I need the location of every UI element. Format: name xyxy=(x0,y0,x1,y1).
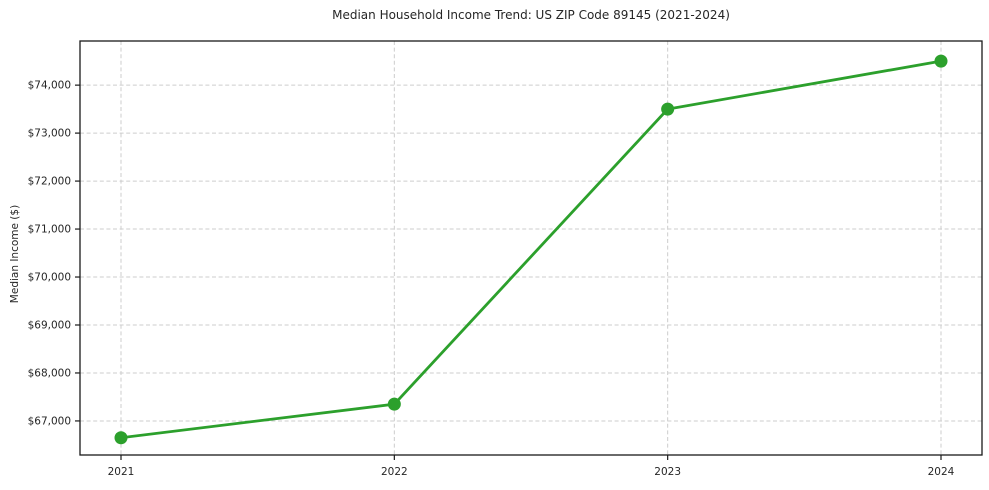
x-tick-label: 2021 xyxy=(108,466,135,478)
y-tick-label: $69,000 xyxy=(28,319,71,331)
y-tick-label: $74,000 xyxy=(28,80,71,92)
data-point-marker xyxy=(934,54,948,68)
x-tick-label: 2023 xyxy=(654,466,681,478)
income-trend-line xyxy=(119,59,943,440)
y-tick-label: $67,000 xyxy=(28,415,71,427)
chart-title: Median Household Income Trend: US ZIP Co… xyxy=(332,8,730,22)
x-tick-label: 2022 xyxy=(381,466,408,478)
y-tick-label: $70,000 xyxy=(28,272,71,284)
y-tick-label: $68,000 xyxy=(28,367,71,379)
y-tick-label: $71,000 xyxy=(28,224,71,236)
x-tick-label: 2024 xyxy=(928,466,955,478)
plot-border xyxy=(79,40,983,456)
y-tick-label: $72,000 xyxy=(28,176,71,188)
data-point-marker xyxy=(387,397,401,411)
y-tick-label: $73,000 xyxy=(28,128,71,140)
data-point-marker xyxy=(114,431,128,445)
data-point-marker xyxy=(661,102,675,116)
